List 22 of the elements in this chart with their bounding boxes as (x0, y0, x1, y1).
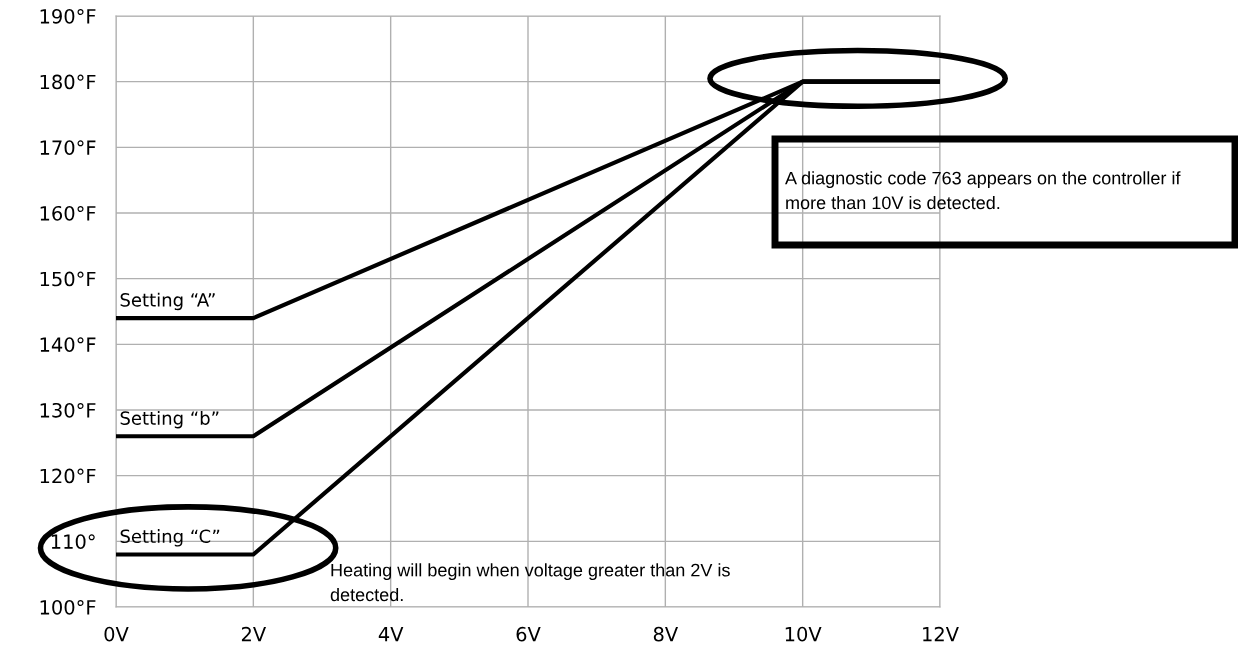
series-label: Setting “b” (120, 410, 219, 429)
y-tick-label: 110° (51, 534, 95, 549)
y-tick-label: 150°F (40, 271, 96, 287)
y-tick-label: 120°F (40, 468, 96, 484)
y-tick-label: 140°F (40, 337, 96, 352)
x-tick-label: 0V (104, 626, 129, 642)
x-tick-label: 4V (378, 627, 404, 642)
x-tick-label: 12V (923, 626, 959, 642)
x-tick-label: 2V (241, 626, 267, 642)
x-tick-label: 8V (653, 626, 679, 642)
y-tick-label: 190°F (40, 8, 96, 24)
annotation: Heating will begin when voltage greater than 2V is detected. (330, 563, 730, 602)
y-tick-label: 160°F (40, 205, 96, 221)
y-tick-label: 180°F (40, 74, 96, 90)
x-tick-label: 10V (785, 626, 822, 642)
series-label: Setting “C” (120, 529, 220, 547)
y-tick-label: 130°F (40, 402, 96, 418)
y-tick-label: 100°F (40, 599, 96, 615)
y-tick-label: 170°F (40, 140, 96, 155)
series-label: Setting “A” (120, 292, 215, 311)
annotation: A diagnostic code 763 appears on the controller if more than 10V is detected. (785, 171, 1181, 210)
x-tick-label: 6V (516, 626, 541, 642)
